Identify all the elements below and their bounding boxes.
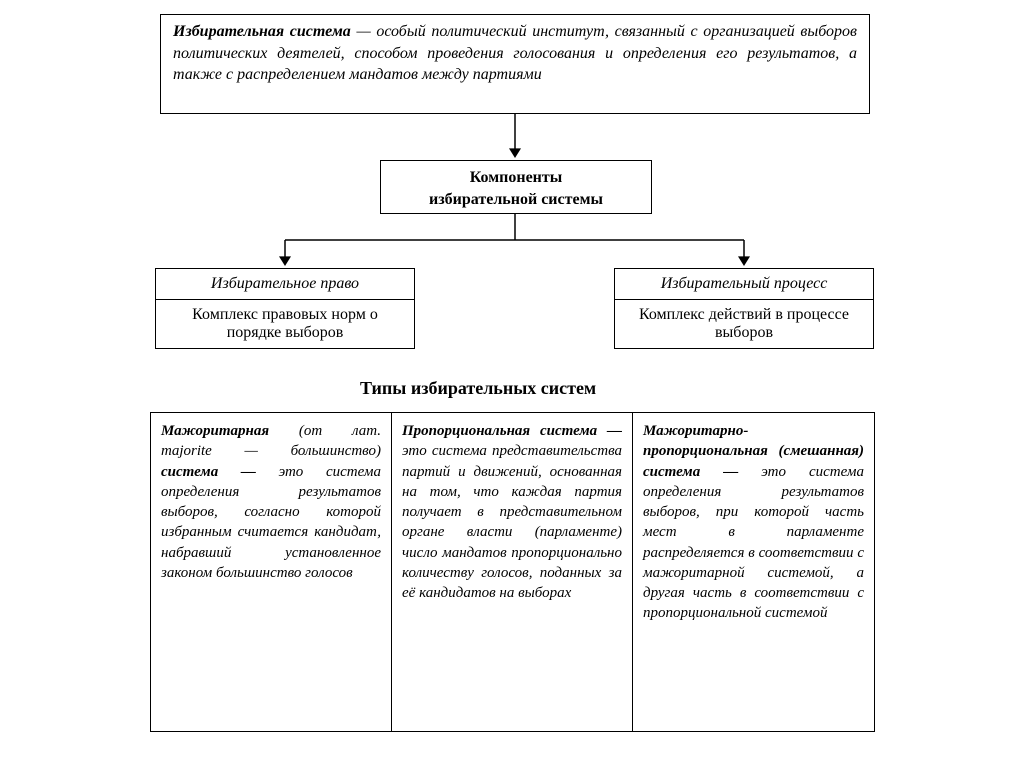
definition-term: Избирательная система — [173, 23, 351, 40]
component-right-title: Избирательный процесс — [615, 269, 873, 300]
types-col1-term2: система — — [161, 464, 279, 480]
types-col2-term: Пропорциональная система — — [402, 423, 622, 439]
types-heading: Типы избирательных систем — [360, 378, 596, 399]
component-left-desc: Комплекс правовых норм о порядке выборов — [156, 300, 414, 348]
types-col-2: Пропорциональная система — это система п… — [392, 413, 633, 731]
types-col3-body: это система определения результатов выбо… — [643, 464, 864, 622]
types-col1-term: Мажоритарная — [161, 423, 269, 439]
definition-dash: — — [351, 23, 377, 40]
component-left-title: Избирательное право — [156, 269, 414, 300]
components-title-line2: избирательной системы — [393, 189, 639, 211]
types-grid: Мажоритарная (от лат. majorite — большин… — [150, 412, 875, 732]
types-col2-body: это система представительства партий и д… — [402, 443, 622, 601]
types-col-3: Мажоритарно-пропорциональная (смешанная)… — [633, 413, 874, 731]
types-col-1: Мажоритарная (от лат. majorite — большин… — [151, 413, 392, 731]
components-title-line1: Компоненты — [393, 167, 639, 189]
component-left-box: Избирательное право Комплекс правовых но… — [155, 268, 415, 349]
component-right-box: Избирательный процесс Комплекс действий … — [614, 268, 874, 349]
types-col1-body: это система определения результатов выбо… — [161, 464, 381, 581]
component-right-desc: Комплекс действий в процессе выборов — [615, 300, 873, 348]
definition-box: Избирательная система — особый политичес… — [160, 14, 870, 114]
components-title-box: Компоненты избирательной системы — [380, 160, 652, 214]
